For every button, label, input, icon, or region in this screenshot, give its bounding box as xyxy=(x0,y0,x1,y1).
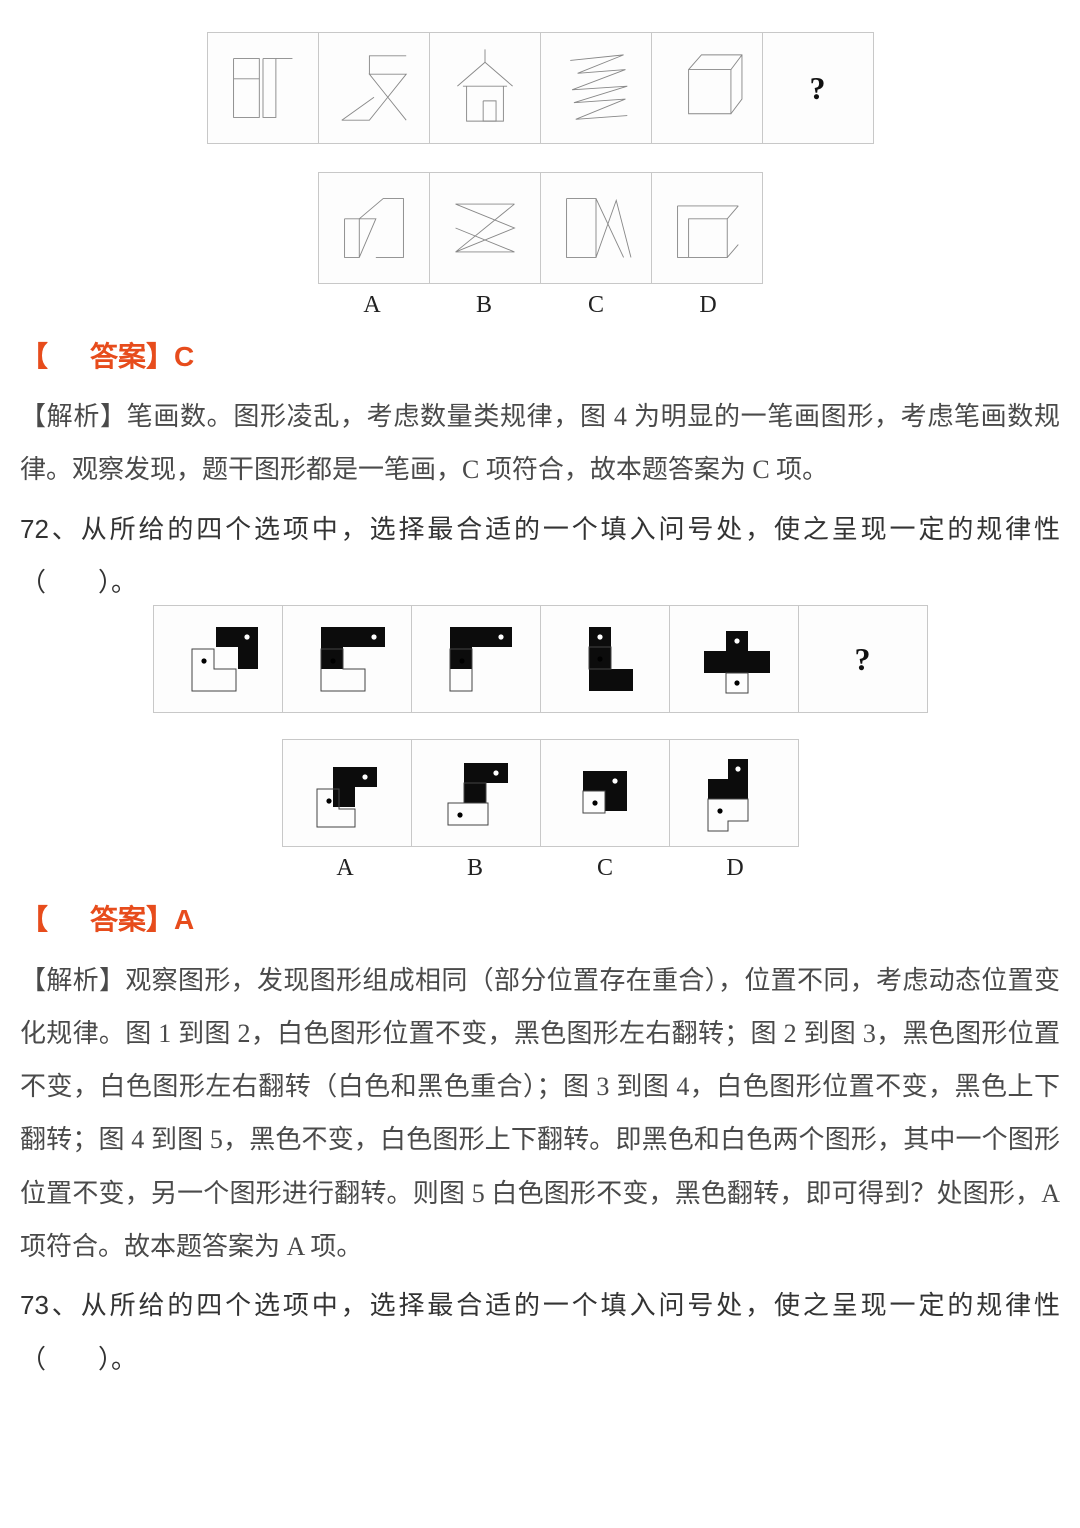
q71-option-labels: A B C D xyxy=(20,292,1060,319)
q71-option-C xyxy=(540,172,652,284)
q73-number: 73、 xyxy=(20,1290,81,1320)
q72-option-C xyxy=(540,739,670,847)
q72-label-D: D xyxy=(670,855,800,882)
answer-bracket-open: 【 xyxy=(20,904,48,935)
analysis-prefix: 【解析】 xyxy=(20,402,127,431)
q72-option-A xyxy=(282,739,412,847)
answer-label: 答案】 xyxy=(90,904,174,935)
q73-question: 73、从所给的四个选项中，选择最合适的一个填入问号处，使之呈现一定的规律性（ ）… xyxy=(20,1279,1060,1386)
q71-option-D xyxy=(651,172,763,284)
q72-question: 72、从所给的四个选项中，选择最合适的一个填入问号处，使之呈现一定的规律性（ ）… xyxy=(20,503,1060,610)
q71-analysis: 【解析】笔画数。图形凌乱，考虑数量类规律，图 4 为明显的一笔画图形，考虑笔画数… xyxy=(20,390,1060,497)
q71-label-D: D xyxy=(652,292,764,319)
q71-options-figure-row xyxy=(20,172,1060,284)
q72-stem-cell-5b xyxy=(669,605,799,713)
q71-stem-cell-4 xyxy=(540,32,652,144)
q72-option-D xyxy=(669,739,799,847)
q72-label-A: A xyxy=(280,855,410,882)
q71-option-A xyxy=(318,172,430,284)
q71-label-B: B xyxy=(428,292,540,319)
q72-option-labels: A B C D xyxy=(20,855,1060,882)
q71-label-C: C xyxy=(540,292,652,319)
q72-answer-letter: A xyxy=(174,904,194,935)
question-mark-icon: ? xyxy=(855,641,871,678)
q72-stem-cell-4b xyxy=(540,605,670,713)
q72-analysis-text: 观察图形，发现图形组成相同（部分位置存在重合），位置不同，考虑动态位置变化规律。… xyxy=(20,966,1060,1261)
q72-number: 72、 xyxy=(20,514,81,544)
page: ? xyxy=(0,0,1080,1414)
q71-analysis-text: 笔画数。图形凌乱，考虑数量类规律，图 4 为明显的一笔画图形，考虑笔画数规律。观… xyxy=(20,402,1060,484)
answer-label: 答案】 xyxy=(90,341,174,372)
q72-stem: 从所给的四个选项中，选择最合适的一个填入问号处，使之呈现一定的规律性（ ）。 xyxy=(20,514,1060,597)
q71-stem-cell-2 xyxy=(318,32,430,144)
q72-stem-cell-3b xyxy=(411,605,541,713)
q72-analysis: 【解析】观察图形，发现图形组成相同（部分位置存在重合），位置不同，考虑动态位置变… xyxy=(20,954,1060,1274)
q71-stem-cell-3 xyxy=(429,32,541,144)
q72-stem-figure-row-2: ? xyxy=(20,605,1060,713)
q71-stem-figure-row: ? xyxy=(20,32,1060,144)
q71-stem-cell-1 xyxy=(207,32,319,144)
q71-stem-cell-5 xyxy=(651,32,763,144)
question-mark-icon: ? xyxy=(810,70,826,107)
q71-answer-letter: C xyxy=(174,341,194,372)
q71-option-B xyxy=(429,172,541,284)
q72-answer-line: 【 答案】A xyxy=(20,900,1060,939)
q72-label-B: B xyxy=(410,855,540,882)
q72-stem-cell-2b xyxy=(282,605,412,713)
q71-stem-cell-6-question: ? xyxy=(762,32,874,144)
analysis-prefix: 【解析】 xyxy=(20,966,125,995)
q72-stem-cell-1b xyxy=(153,605,283,713)
q73-stem: 从所给的四个选项中，选择最合适的一个填入问号处，使之呈现一定的规律性（ ）。 xyxy=(20,1290,1060,1373)
q71-answer-line: 【 答案】C xyxy=(20,337,1060,376)
q72-label-C: C xyxy=(540,855,670,882)
q72-option-B xyxy=(411,739,541,847)
answer-bracket-open: 【 xyxy=(20,341,48,372)
q72-stem-cell-6-question: ? xyxy=(798,605,928,713)
q71-label-A: A xyxy=(316,292,428,319)
q72-options-figure-row xyxy=(20,739,1060,847)
